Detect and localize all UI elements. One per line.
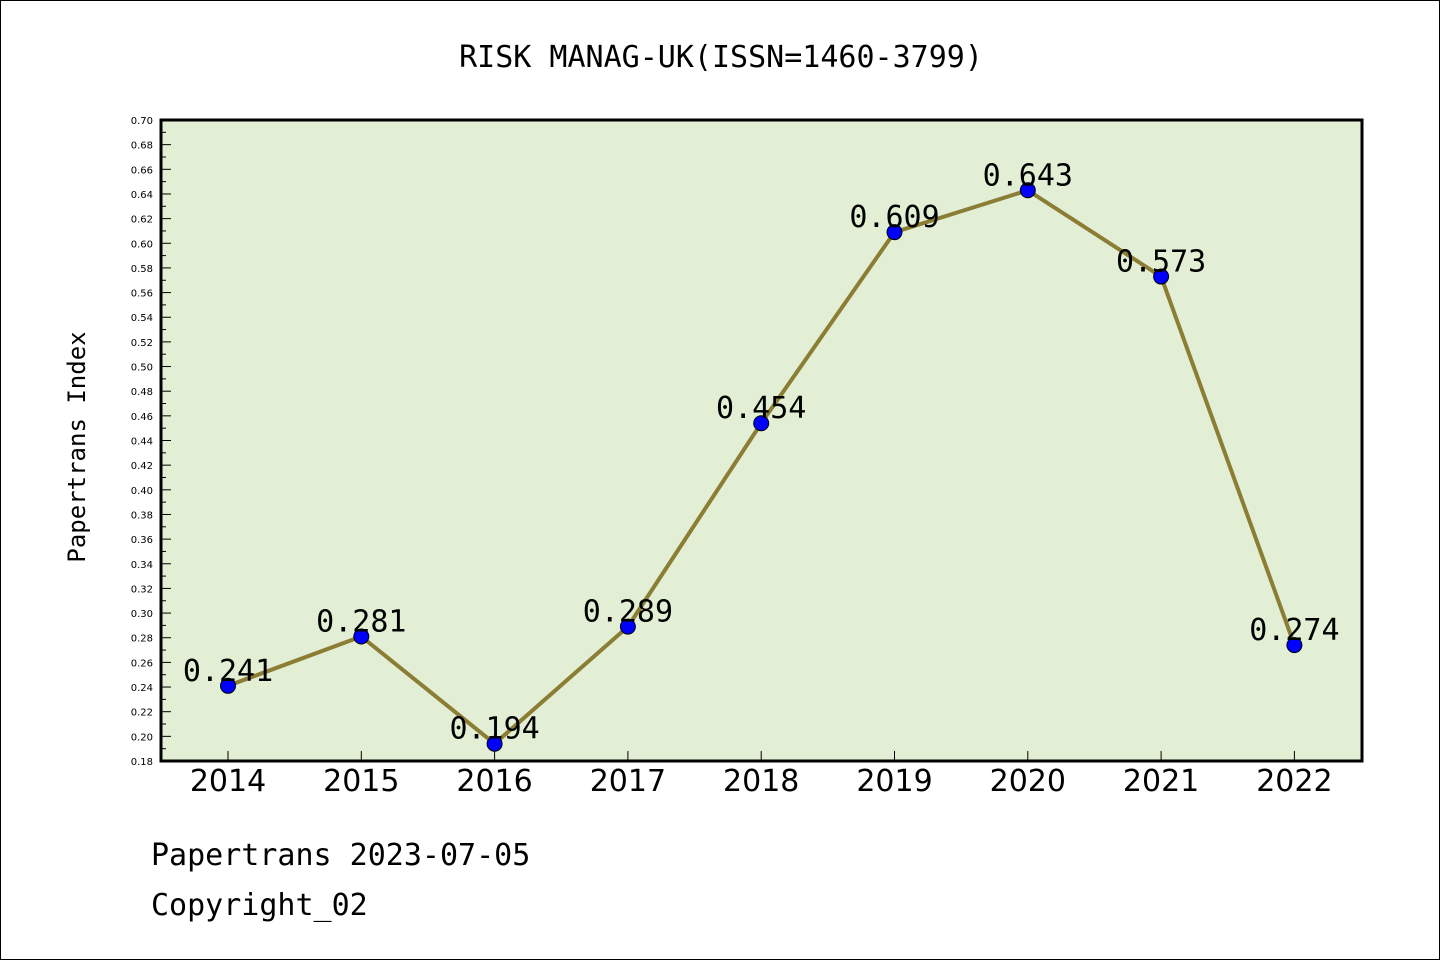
x-tick-label: 2016 (456, 764, 532, 799)
y-tick-label: 0.22 (131, 708, 153, 719)
plot-area (159, 118, 1364, 763)
y-tick-label: 0.66 (131, 165, 153, 176)
y-tick-label: 0.44 (131, 437, 153, 448)
data-label: 0.274 (1249, 613, 1339, 648)
y-tick-label: 0.34 (131, 560, 153, 571)
footer-copyright: Copyright_02 (151, 888, 368, 923)
y-tick-label: 0.18 (131, 757, 153, 768)
y-tick-label: 0.62 (131, 215, 153, 226)
y-tick-label: 0.50 (131, 363, 153, 374)
data-label: 0.573 (1116, 245, 1206, 280)
data-label: 0.454 (716, 391, 806, 426)
y-tick-label: 0.28 (131, 634, 153, 645)
x-tick-label: 2018 (723, 764, 799, 799)
data-label: 0.241 (183, 654, 273, 689)
x-tick-label: 2014 (190, 764, 266, 799)
y-tick-label: 0.40 (131, 486, 153, 497)
data-point-marker (1019, 182, 1036, 199)
y-tick-label: 0.46 (131, 412, 153, 423)
y-axis-ticks: 0.18 0.20 0.22 0.24 0.26 0.28 0.30 0.32 0.34 0.36… (131, 116, 171, 768)
y-tick-label: 0.30 (131, 609, 153, 620)
data-label: 0.643 (983, 158, 1073, 193)
x-tick-label: 2017 (590, 764, 666, 799)
y-tick-label: 0.58 (131, 264, 153, 275)
data-label: 0.609 (849, 200, 939, 235)
data-point-marker (353, 628, 370, 645)
y-tick-label: 0.68 (131, 141, 153, 152)
data-point-marker (486, 735, 503, 752)
data-point-marker (753, 415, 770, 432)
x-tick-label: 2021 (1123, 764, 1199, 799)
x-tick-label: 2019 (856, 764, 932, 799)
data-point-marker (619, 618, 636, 635)
y-tick-label: 0.54 (131, 313, 153, 324)
y-axis-label: Papertrans Index (63, 331, 91, 562)
footer-date: Papertrans 2023-07-05 (151, 838, 530, 873)
data-point-marker (220, 677, 236, 694)
x-tick-label: 2022 (1256, 764, 1332, 799)
y-tick-label: 0.32 (131, 584, 153, 595)
y-tick-label: 0.64 (131, 190, 153, 201)
y-tick-label: 0.60 (131, 239, 153, 250)
y-tick-label: 0.20 (131, 732, 153, 743)
y-tick-label: 0.36 (131, 535, 153, 546)
y-tick-label: 0.48 (131, 387, 153, 398)
data-point-marker (886, 224, 903, 241)
y-tick-label: 0.24 (131, 683, 153, 694)
x-tick-label: 2015 (323, 764, 399, 799)
y-tick-label: 0.38 (131, 510, 153, 521)
x-axis-ticks: 2014 2015 2016 2017 2018 2019 2020 2021 2022 (190, 751, 1333, 799)
x-tick-label: 2020 (990, 764, 1066, 799)
data-markers (220, 182, 1303, 752)
y-tick-label: 0.70 (131, 116, 153, 127)
data-labels: 0.241 0.281 0.194 0.289 0.454 0.609 0.643 0.573… (183, 158, 1340, 746)
data-point-marker (1153, 268, 1170, 285)
chart-title: RISK MANAG-UK(ISSN=1460-3799) (459, 40, 983, 75)
data-point-marker (1286, 637, 1303, 654)
data-label: 0.289 (583, 595, 673, 630)
y-tick-label: 0.52 (131, 338, 153, 349)
data-label: 0.281 (316, 604, 406, 639)
y-tick-label: 0.42 (131, 461, 153, 472)
y-tick-label: 0.56 (131, 289, 153, 300)
data-label: 0.194 (449, 712, 539, 747)
y-tick-label: 0.26 (131, 658, 153, 669)
